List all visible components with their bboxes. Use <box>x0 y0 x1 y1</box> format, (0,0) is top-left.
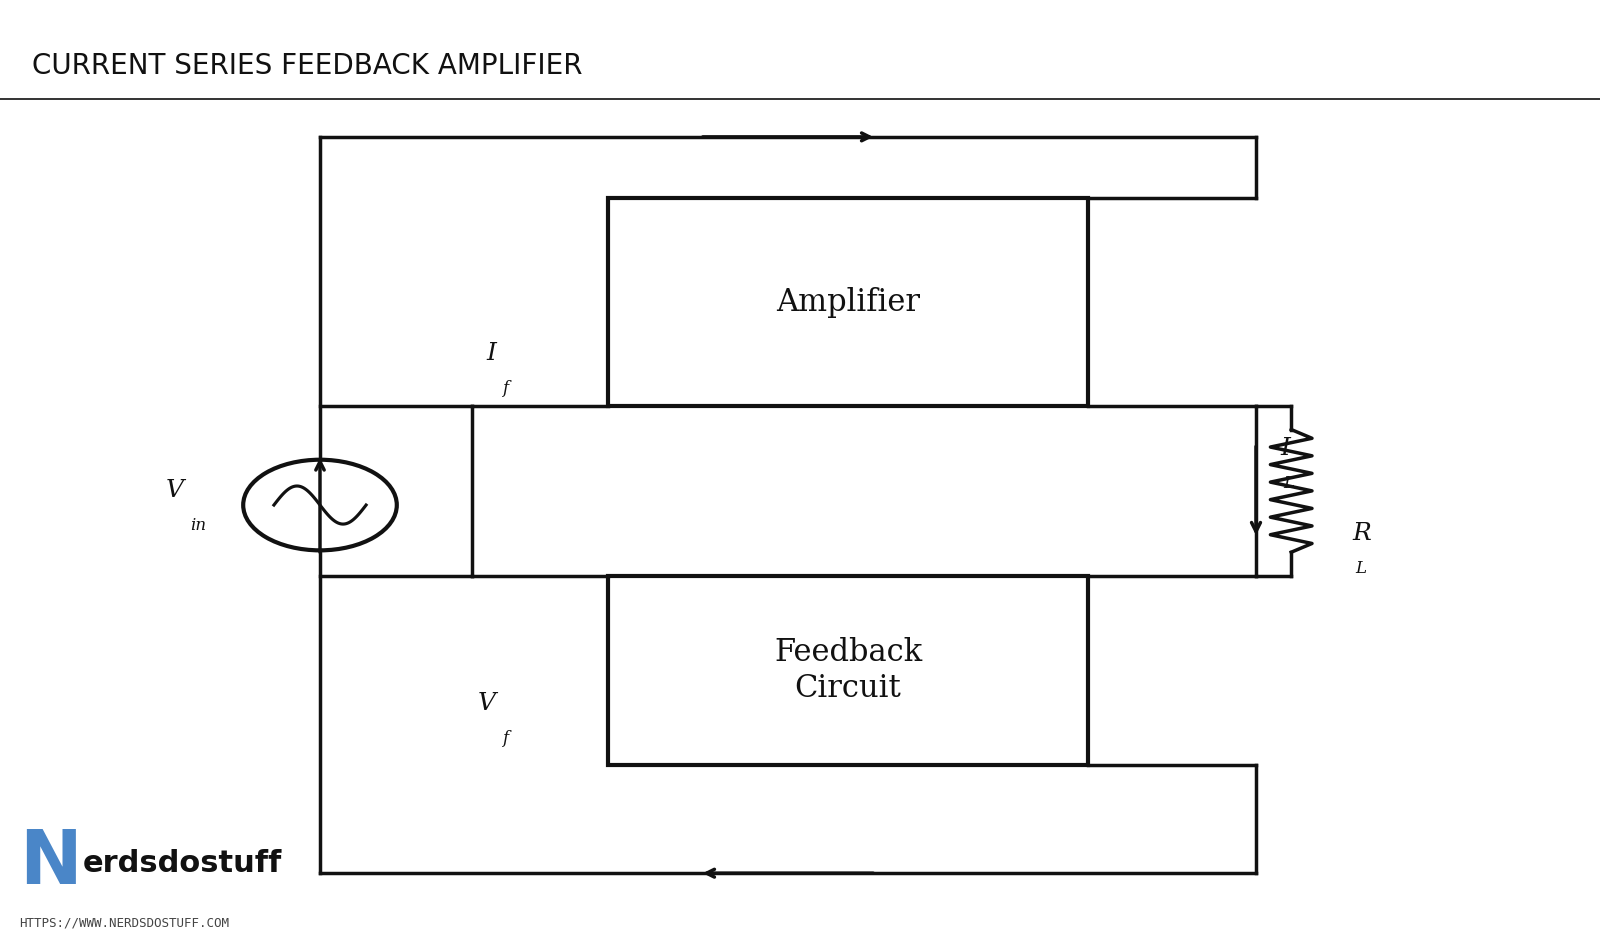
Text: R: R <box>1352 522 1371 545</box>
Text: in: in <box>190 517 206 534</box>
Text: HTTPS://WWW.NERDSDOSTUFF.COM: HTTPS://WWW.NERDSDOSTUFF.COM <box>19 917 229 930</box>
Text: erdsdostuff: erdsdostuff <box>83 850 283 878</box>
Text: L: L <box>1283 475 1294 492</box>
Text: I: I <box>1280 437 1290 460</box>
Text: L: L <box>1355 560 1366 577</box>
Text: f: f <box>502 730 509 747</box>
Text: Amplifier: Amplifier <box>776 287 920 317</box>
Text: I: I <box>486 343 496 365</box>
Text: N: N <box>19 827 82 901</box>
Bar <box>608 198 1088 406</box>
Text: Feedback
Circuit: Feedback Circuit <box>774 637 922 703</box>
Text: V: V <box>478 692 496 715</box>
Text: V: V <box>166 480 184 502</box>
Bar <box>608 576 1088 765</box>
Text: CURRENT SERIES FEEDBACK AMPLIFIER: CURRENT SERIES FEEDBACK AMPLIFIER <box>32 52 582 80</box>
Text: f: f <box>502 380 509 397</box>
